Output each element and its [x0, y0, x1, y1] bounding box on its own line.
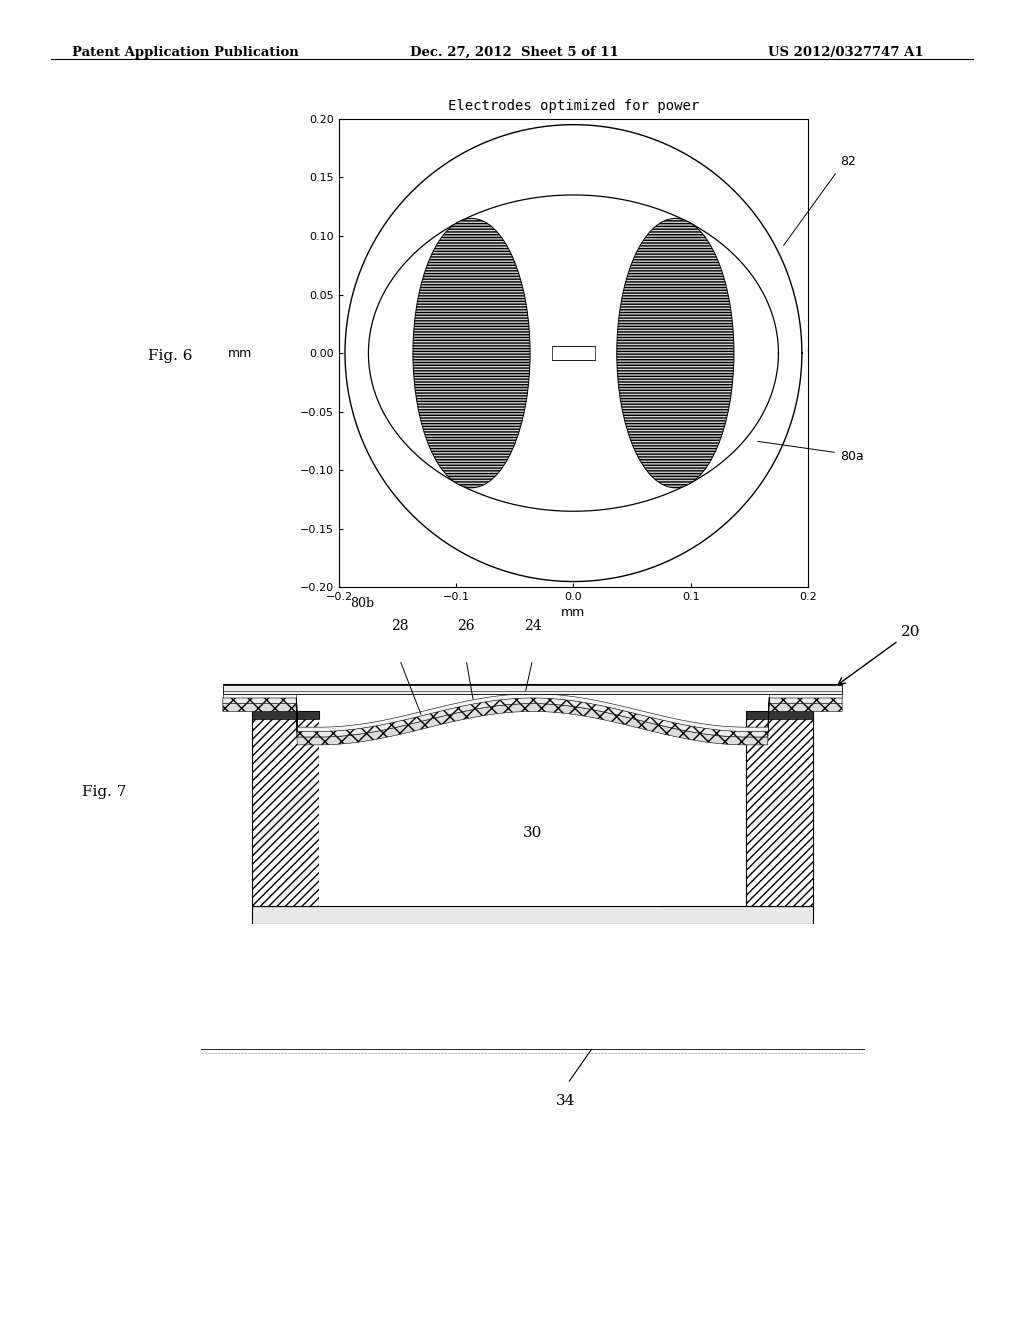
Text: 30: 30	[523, 826, 542, 840]
Text: 26: 26	[458, 619, 475, 632]
Ellipse shape	[616, 218, 734, 488]
Text: 80a: 80a	[841, 450, 864, 463]
Bar	[746, 711, 813, 719]
Bar	[252, 711, 318, 719]
Bar	[746, 711, 813, 906]
Text: Patent Application Publication: Patent Application Publication	[72, 46, 298, 59]
Text: mm: mm	[227, 347, 252, 359]
Text: 20: 20	[839, 624, 921, 684]
Text: 34: 34	[556, 1094, 575, 1109]
Text: 24: 24	[523, 619, 542, 632]
Bar	[223, 685, 842, 694]
Bar	[318, 719, 657, 906]
Text: US 2012/0327747 A1: US 2012/0327747 A1	[768, 46, 924, 59]
Title: Electrodes optimized for power: Electrodes optimized for power	[447, 99, 699, 114]
Ellipse shape	[413, 218, 530, 488]
Bar	[552, 346, 595, 360]
Text: 82: 82	[841, 154, 856, 168]
Text: Fig. 6: Fig. 6	[148, 350, 193, 363]
Text: 28: 28	[391, 619, 409, 632]
X-axis label: mm: mm	[561, 606, 586, 619]
Bar	[252, 711, 318, 906]
Text: 80b: 80b	[350, 597, 375, 610]
Text: Fig. 7: Fig. 7	[82, 785, 126, 799]
Bar	[252, 906, 813, 924]
Text: Dec. 27, 2012  Sheet 5 of 11: Dec. 27, 2012 Sheet 5 of 11	[410, 46, 618, 59]
